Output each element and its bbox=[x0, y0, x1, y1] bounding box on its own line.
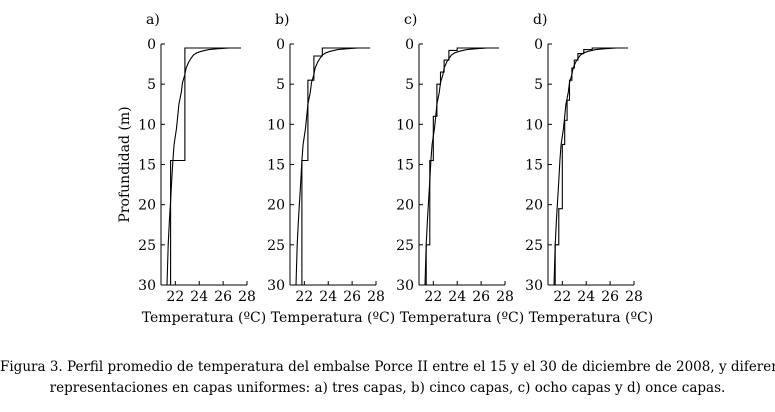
panel-3: 0 5 10 15 20 25 30 22 24 26 28 c) Temperatura (ºC) bbox=[396, 12, 524, 326]
layer-representation-line bbox=[167, 47, 241, 286]
x-tick-label: 28 bbox=[367, 289, 385, 305]
x-tick-label: 28 bbox=[625, 289, 643, 305]
x-tick-label: 24 bbox=[448, 289, 466, 305]
y-tick-label: 5 bbox=[147, 77, 156, 93]
y-tick-label: 30 bbox=[396, 278, 414, 294]
y-tick-label: 20 bbox=[138, 198, 156, 214]
temperature-profile-line bbox=[166, 47, 241, 286]
x-tick-label: 26 bbox=[472, 289, 490, 305]
x-tick-label: 22 bbox=[424, 289, 442, 305]
x-tick-label: 24 bbox=[577, 289, 595, 305]
x-tick-label: 28 bbox=[496, 289, 514, 305]
y-tick-label: 25 bbox=[396, 238, 414, 254]
y-tick-label: 25 bbox=[267, 238, 285, 254]
x-tick-label: 22 bbox=[166, 289, 184, 305]
panel-2: 0 5 10 15 20 25 30 22 24 26 28 b) Temperatura (ºC) bbox=[267, 12, 395, 326]
x-tick-label: 28 bbox=[238, 289, 256, 305]
y-tick-label: 0 bbox=[534, 37, 543, 53]
x-tick-label: 26 bbox=[343, 289, 361, 305]
y-tick-label: 10 bbox=[138, 117, 156, 133]
y-tick-label: 30 bbox=[525, 278, 543, 294]
y-tick-label: 30 bbox=[138, 278, 156, 294]
y-tick-label: 10 bbox=[396, 117, 414, 133]
x-tick-label: 22 bbox=[295, 289, 313, 305]
x-axis-label: Temperatura (ºC) bbox=[400, 310, 524, 326]
panel-label: a) bbox=[146, 12, 160, 28]
caption-line-1: Figura 3. Perfil promedio de temperatura… bbox=[0, 359, 775, 375]
x-tick-label: 22 bbox=[553, 289, 571, 305]
y-tick-label: 10 bbox=[267, 117, 285, 133]
temperature-profile-line bbox=[295, 47, 370, 286]
y-tick-label: 20 bbox=[267, 198, 285, 214]
y-axis-label: Profundidad (m) bbox=[117, 106, 133, 222]
y-tick-label: 0 bbox=[147, 37, 156, 53]
y-tick-label: 15 bbox=[267, 158, 285, 174]
y-tick-label: 30 bbox=[267, 278, 285, 294]
y-tick-label: 5 bbox=[276, 77, 285, 93]
figure-caption: Figura 3. Perfil promedio de temperatura… bbox=[0, 357, 775, 399]
y-tick-label: 15 bbox=[138, 158, 156, 174]
y-tick-label: 0 bbox=[276, 37, 285, 53]
x-tick-label: 24 bbox=[319, 289, 337, 305]
layer-representation-line bbox=[554, 47, 628, 285]
y-tick-label: 15 bbox=[525, 158, 543, 174]
y-tick-label: 5 bbox=[534, 77, 543, 93]
x-axis-label: Temperatura (ºC) bbox=[142, 310, 266, 326]
y-tick-label: 15 bbox=[396, 158, 414, 174]
x-tick-label: 24 bbox=[190, 289, 208, 305]
temperature-profile-line bbox=[424, 47, 499, 286]
x-axis-label: Temperatura (ºC) bbox=[529, 310, 653, 326]
y-tick-label: 25 bbox=[525, 238, 543, 254]
x-tick-label: 26 bbox=[601, 289, 619, 305]
caption-line-2: representaciones en capas uniformes: a) … bbox=[49, 380, 726, 396]
y-tick-label: 0 bbox=[405, 37, 414, 53]
y-tick-label: 10 bbox=[525, 117, 543, 133]
layer-representation-line bbox=[425, 47, 499, 285]
layer-representation-line bbox=[297, 47, 370, 286]
panel-1: 0 5 10 15 20 25 30 22 24 26 28 a) Temperatura (ºC) Pr… bbox=[117, 12, 266, 326]
panel-label: c) bbox=[404, 12, 417, 28]
x-axis-label: Temperatura (ºC) bbox=[271, 310, 395, 326]
panel-label: b) bbox=[275, 12, 289, 28]
y-tick-label: 25 bbox=[138, 238, 156, 254]
x-tick-label: 26 bbox=[214, 289, 232, 305]
panel-4: 0 5 10 15 20 25 30 22 24 26 28 d) Temperatura (ºC) bbox=[525, 12, 653, 326]
y-tick-label: 20 bbox=[525, 198, 543, 214]
y-tick-label: 20 bbox=[396, 198, 414, 214]
temperature-profile-line bbox=[553, 47, 628, 286]
y-tick-label: 5 bbox=[405, 77, 414, 93]
panel-label: d) bbox=[533, 12, 547, 28]
